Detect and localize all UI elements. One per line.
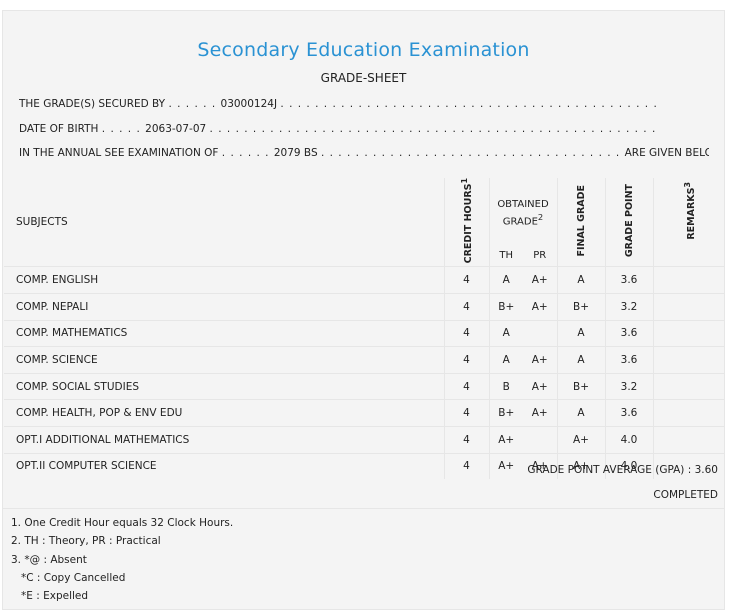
info-grades-secured: THE GRADE(S) SECURED BY . . . . . . 0300… — [19, 98, 659, 110]
grade-point-cell: 3.2 — [604, 372, 653, 400]
dob-label: DATE OF BIRTH — [19, 123, 99, 135]
obtained-grade-header: OBTAINED GRADE2 — [488, 178, 557, 245]
grade-point-cell: 4.0 — [604, 452, 653, 480]
info-dob: DATE OF BIRTH . . . . . 2063-07-07 . . .… — [19, 123, 659, 135]
final-grade-cell: A+ — [556, 452, 605, 480]
credit-cell: 4 — [443, 399, 489, 427]
table-row: OPT.I ADDITIONAL MATHEMATICS 4 A+ A+ 4.0 — [4, 425, 725, 454]
remarks-cell — [652, 425, 725, 454]
table-row: COMP. SOCIAL STUDIES 4 B A+ B+ 3.2 — [4, 372, 725, 400]
remarks-cell — [652, 293, 725, 321]
final-grade-cell: A — [556, 319, 605, 347]
note-copy-cancelled: *C : Copy Cancelled — [21, 572, 126, 584]
grade-sheet: Secondary Education Examination GRADE-SH… — [2, 10, 725, 610]
grade-point-cell: 3.6 — [604, 319, 653, 347]
credit-cell: 4 — [443, 346, 489, 374]
pr-header: PR — [533, 249, 547, 261]
table-row: COMP. HEALTH, POP & ENV EDU 4 B+ A+ A 3.… — [4, 399, 725, 427]
remarks-header: REMARKS3 — [652, 178, 725, 267]
note-th-pr: 2. TH : Theory, PR : Practical — [11, 535, 161, 547]
note-credit-hour: 1. One Credit Hour equals 32 Clock Hours… — [11, 517, 234, 529]
grade-point-cell: 3.2 — [604, 293, 653, 321]
grade-sheet-subtitle: GRADE-SHEET — [320, 71, 407, 85]
th-cell: B — [488, 372, 523, 400]
pr-cell — [523, 319, 557, 347]
table-row: COMP. SCIENCE 4 A A+ A 3.6 — [4, 346, 725, 374]
final-grade-cell: A — [556, 399, 605, 427]
grade-point-cell: 4.0 — [604, 425, 653, 454]
credit-cell: 4 — [443, 372, 489, 400]
final-grade-cell: B+ — [556, 293, 605, 321]
subject-cell: COMP. MATHEMATICS — [4, 319, 444, 347]
subject-cell: COMP. SOCIAL STUDIES — [4, 372, 444, 400]
final-grade-cell: A — [556, 346, 605, 374]
th-cell: A — [488, 319, 523, 347]
table-header-row: SUBJECTS CREDIT HOURS1 OBTAINED GRADE2 F… — [4, 178, 725, 267]
final-grade-header: FINAL GRADE — [556, 178, 605, 267]
final-grade-cell: A — [556, 266, 605, 294]
subject-cell: COMP. NEPALI — [4, 293, 444, 321]
remarks-cell — [652, 319, 725, 347]
final-grade-cell: A+ — [556, 425, 605, 454]
dob-value: 2063-07-07 — [145, 123, 207, 135]
credit-cell: 4 — [443, 266, 489, 294]
table-subheader-row: TH PR — [4, 244, 725, 267]
table-row: COMP. MATHEMATICS 4 A A 3.6 — [4, 319, 725, 347]
final-grade-cell: B+ — [556, 372, 605, 400]
credit-cell: 4 — [443, 293, 489, 321]
th-cell: A+ — [488, 452, 523, 480]
remarks-cell — [652, 266, 725, 294]
th-cell: A — [488, 346, 523, 374]
status-label: COMPLETED — [653, 489, 718, 501]
th-cell: A — [488, 266, 523, 294]
remarks-cell — [652, 372, 725, 400]
credit-cell: 4 — [443, 452, 489, 480]
pr-cell — [523, 425, 557, 454]
grades-secured-label: THE GRADE(S) SECURED BY — [19, 98, 166, 110]
th-header: TH — [488, 244, 523, 267]
note-expelled: *E : Expelled — [21, 590, 89, 602]
subject-cell: COMP. SCIENCE — [4, 346, 444, 374]
pr-cell: A+ — [523, 346, 557, 374]
th-cell: A+ — [488, 425, 523, 454]
pr-cell: A+ — [523, 399, 557, 427]
th-cell: B+ — [488, 293, 523, 321]
note-absent: 3. *@ : Absent — [11, 554, 87, 566]
subjects-header: SUBJECTS — [16, 216, 68, 229]
remarks-cell — [652, 452, 725, 480]
subject-cell: COMP. ENGLISH — [4, 266, 444, 294]
table-row: COMP. ENGLISH 4 A A+ A 3.6 — [4, 266, 725, 294]
exam-year: 2079 BS — [273, 147, 318, 159]
grade-point-cell: 3.6 — [604, 266, 653, 294]
gpa-summary: GRADE POINT AVERAGE (GPA) : 3.60 — [527, 464, 718, 476]
pr-cell: A+ — [523, 372, 557, 400]
exam-label: IN THE ANNUAL SEE EXAMINATION OF — [19, 147, 219, 159]
info-exam: IN THE ANNUAL SEE EXAMINATION OF . . . .… — [19, 147, 709, 159]
table-row: OPT.II COMPUTER SCIENCE 4 A+ A+ A+ 4.0 — [4, 452, 725, 480]
notes-divider — [3, 508, 724, 509]
credit-hours-header: CREDIT HOURS1 — [443, 178, 489, 267]
subject-cell: OPT.II COMPUTER SCIENCE — [4, 452, 444, 480]
exam-title: Secondary Education Examination — [197, 39, 530, 61]
remarks-cell — [652, 399, 725, 427]
credit-cell: 4 — [443, 319, 489, 347]
table-row: COMP. NEPALI 4 B+ A+ B+ 3.2 — [4, 293, 725, 321]
grades-table: SUBJECTS CREDIT HOURS1 OBTAINED GRADE2 F… — [4, 178, 725, 480]
remarks-cell — [652, 346, 725, 374]
subject-cell: COMP. HEALTH, POP & ENV EDU — [4, 399, 444, 427]
grade-point-cell: 3.6 — [604, 399, 653, 427]
th-cell: B+ — [488, 399, 523, 427]
subject-cell: OPT.I ADDITIONAL MATHEMATICS — [4, 425, 444, 454]
credit-cell: 4 — [443, 425, 489, 454]
pr-cell: A+ — [523, 452, 557, 480]
symbol-number: 03000124J — [220, 98, 278, 110]
pr-cell: A+ — [523, 266, 557, 294]
given-below: ARE GIVEN BELOW . . . — [624, 147, 709, 159]
grade-point-cell: 3.6 — [604, 346, 653, 374]
pr-cell: A+ — [523, 293, 557, 321]
grade-point-header: GRADE POINT — [604, 178, 653, 267]
